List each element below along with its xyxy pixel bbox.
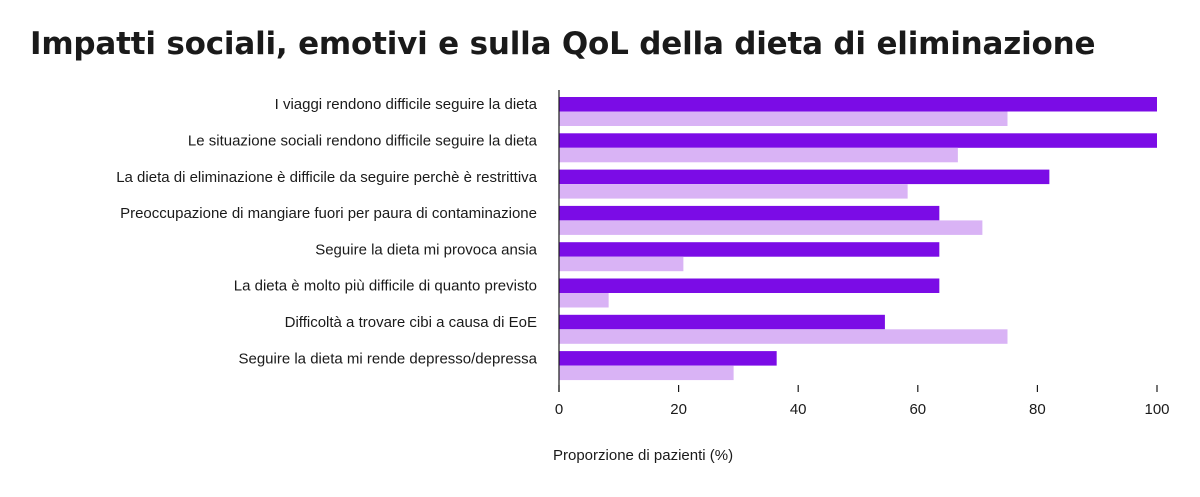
bar-1-series-1 bbox=[559, 97, 1157, 112]
category-label: Seguire la dieta mi rende depresso/depre… bbox=[238, 350, 537, 367]
category-label: Difficoltà a trovare cibi a causa di EoE bbox=[285, 314, 537, 331]
bar-4-series-1 bbox=[559, 205, 940, 221]
x-tick-label: 20 bbox=[670, 401, 687, 418]
bar-2-series-1 bbox=[559, 133, 1157, 148]
bar-4-series-2 bbox=[559, 220, 983, 235]
bar-1-series-2 bbox=[559, 111, 1008, 126]
bars-group bbox=[559, 97, 1157, 381]
bar-5-series-2 bbox=[559, 256, 684, 272]
category-label: Seguire la dieta mi provoca ansia bbox=[315, 241, 537, 258]
x-tick-label: 100 bbox=[1144, 401, 1169, 418]
category-label: La dieta di eliminazione è difficile da … bbox=[116, 169, 537, 186]
x-axis-title: Proporzione di pazienti (%) bbox=[553, 447, 733, 464]
bar-7-series-2 bbox=[559, 329, 1008, 344]
bar-8-series-1 bbox=[559, 351, 777, 366]
category-label: Preoccupazione di mangiare fuori per pau… bbox=[120, 205, 537, 222]
x-tick-label: 60 bbox=[909, 401, 926, 418]
category-label: Le situazione sociali rendono difficile … bbox=[188, 133, 538, 150]
bar-8-series-2 bbox=[559, 365, 734, 381]
category-labels: I viaggi rendono difficile seguire la di… bbox=[116, 96, 537, 367]
x-tick-label: 0 bbox=[555, 401, 563, 418]
category-label: La dieta è molto più difficile di quanto… bbox=[234, 278, 537, 295]
bar-6-series-1 bbox=[559, 278, 940, 293]
bar-3-series-2 bbox=[559, 184, 908, 199]
x-tick-label: 40 bbox=[790, 401, 807, 418]
x-axis-ticks: 0 20 40 60 80 100 bbox=[555, 385, 1170, 418]
chart-title: Impatti sociali, emotivi e sulla QoL del… bbox=[30, 26, 1096, 62]
x-tick-label: 80 bbox=[1029, 401, 1046, 418]
bar-7-series-1 bbox=[559, 314, 885, 330]
category-label: I viaggi rendono difficile seguire la di… bbox=[275, 96, 538, 113]
bar-6-series-2 bbox=[559, 293, 609, 308]
bar-3-series-1 bbox=[559, 169, 1050, 185]
bar-2-series-2 bbox=[559, 147, 958, 163]
bar-5-series-1 bbox=[559, 242, 940, 257]
